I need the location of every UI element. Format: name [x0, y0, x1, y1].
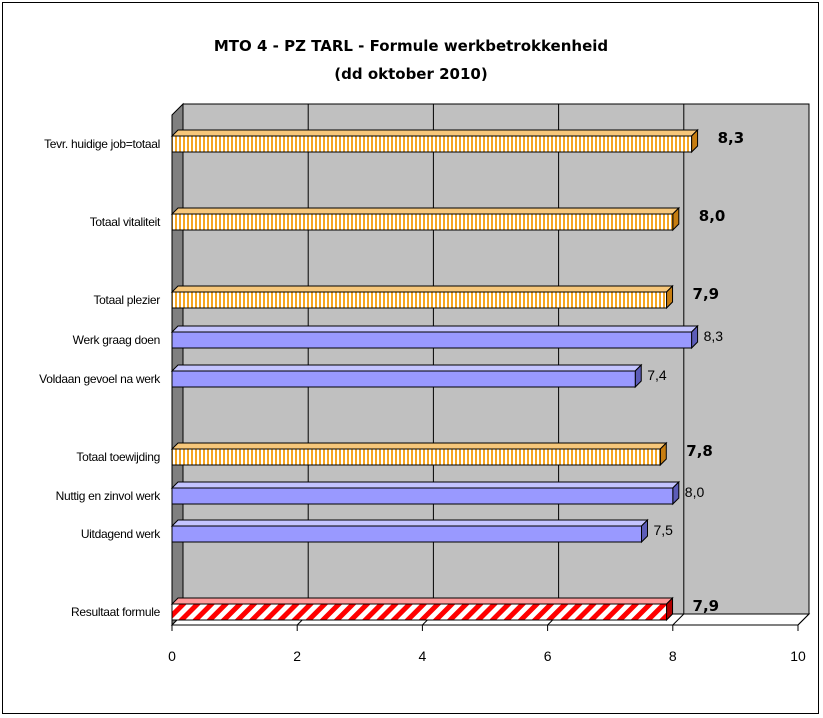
x-tick-label-4: 8 — [669, 648, 677, 664]
bar-top-8 — [170, 597, 674, 605]
data-label-4: 7,4 — [647, 367, 667, 383]
x-tick-label-0: 0 — [168, 648, 176, 664]
bar-face-2 — [171, 291, 668, 309]
category-label-0: Tevr. huidige job=totaal — [44, 137, 160, 151]
category-label-6: Nuttig en zinvol werk — [56, 489, 162, 503]
bar-face-7 — [171, 525, 642, 543]
chart-title-line1: MTO 4 - PZ TARL - Formule werkbetrokkenh… — [214, 37, 608, 55]
chart-svg: MTO 4 - PZ TARL - Formule werkbetrokkenh… — [39, 37, 811, 664]
data-label-6: 8,0 — [685, 484, 705, 500]
bar-face-8 — [171, 603, 668, 621]
x-tick-label-1: 2 — [293, 648, 301, 664]
category-label-4: Voldaan gevoel na werk — [39, 372, 161, 386]
bar-face-5 — [171, 448, 661, 466]
bar-top-4 — [170, 364, 643, 372]
data-label-7: 7,5 — [654, 522, 674, 538]
category-label-8: Resultaat formule — [71, 605, 161, 619]
x-tick-label-3: 6 — [544, 648, 552, 664]
bar-3 — [170, 324, 699, 350]
category-label-2: Totaal plezier — [93, 293, 160, 307]
bar-4 — [170, 363, 643, 389]
bar-top-3 — [170, 325, 699, 333]
category-label-1: Totaal vitaliteit — [90, 215, 161, 229]
bar-6 — [170, 480, 681, 506]
data-label-5: 7,8 — [686, 442, 713, 460]
bar-top-5 — [170, 442, 668, 450]
gridline-floor-4 — [672, 613, 685, 626]
bar-top-0 — [170, 129, 699, 137]
data-label-3: 8,3 — [704, 328, 724, 344]
bar-8 — [170, 596, 674, 622]
bar-face-4 — [171, 370, 636, 388]
bar-top-2 — [170, 285, 674, 293]
data-label-2: 7,9 — [693, 285, 720, 303]
gridline-floor-5 — [797, 613, 810, 626]
category-label-5: Totaal toewijding — [76, 450, 160, 464]
bar-5 — [170, 441, 668, 467]
data-label-8: 7,9 — [693, 597, 720, 615]
bar-top-1 — [170, 207, 681, 215]
bar-top-7 — [170, 519, 649, 527]
bar-2 — [170, 284, 674, 310]
data-label-1: 8,0 — [699, 207, 726, 225]
category-label-3: Werk graag doen — [73, 333, 160, 347]
category-label-7: Uitdagend werk — [81, 527, 161, 541]
bar-face-0 — [171, 135, 693, 153]
bar-face-1 — [171, 213, 674, 231]
bar-top-6 — [170, 481, 681, 489]
bar-face-3 — [171, 331, 693, 349]
x-tick-label-2: 4 — [419, 648, 427, 664]
data-label-0: 8,3 — [718, 129, 745, 147]
bar-0 — [170, 128, 699, 154]
bar-7 — [170, 518, 649, 544]
x-tick-label-5: 10 — [790, 648, 806, 664]
bar-1 — [170, 206, 681, 232]
bar-face-6 — [171, 487, 674, 505]
chart-title-line2: (dd oktober 2010) — [334, 65, 487, 83]
plot-area: 0 2 4 6 8 10 Tevr. huidige job=totaal 8,3 Totaal… — [39, 102, 811, 664]
